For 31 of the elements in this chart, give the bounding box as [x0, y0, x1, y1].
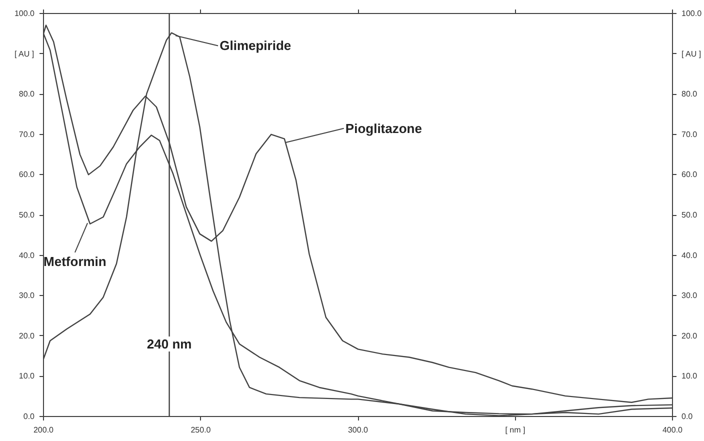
y2-tick-label: 100.0 — [682, 9, 702, 18]
y2-tick-label: 80.0 — [682, 90, 698, 99]
y-tick-label: 80.0 — [18, 90, 36, 99]
y2-tick-label: 40.0 — [682, 250, 698, 260]
y2-tick-label: 10.0 — [682, 372, 698, 381]
annotation: Metformin — [44, 254, 106, 269]
x-tick-label: [ nm ] — [505, 426, 526, 434]
y-tick-label: 50.0 — [18, 210, 36, 220]
y2-tick-label: 50.0 — [682, 210, 698, 220]
y-tick-label: 100.0 — [14, 9, 36, 18]
y2-tick-label: 20.0 — [682, 331, 698, 340]
ref-line-label: 240 nm — [146, 336, 192, 352]
y-tick-label: 20.0 — [18, 331, 36, 340]
x-tick-label: 400.0 — [662, 426, 684, 434]
annotation: Pioglitazone — [345, 120, 422, 136]
annotation: Glimepiride — [220, 38, 292, 54]
x-tick-label: 250.0 — [190, 426, 212, 434]
y-tick-label: 40.0 — [18, 250, 36, 260]
y2-tick-label: 0.0 — [682, 412, 694, 421]
y2-tick-label: [ AU ] — [682, 49, 702, 58]
x-tick-label: 300.0 — [348, 426, 369, 434]
y-tick-label: [ AU ] — [14, 49, 34, 58]
y2-tick-label: 70.0 — [682, 130, 698, 139]
y-tick-label: 60.0 — [18, 170, 36, 180]
y2-tick-label: 30.0 — [682, 291, 698, 300]
y-tick-label: 30.0 — [18, 291, 36, 300]
y-tick-label: 0.0 — [23, 412, 36, 421]
y2-tick-label: 60.0 — [682, 170, 698, 180]
x-tick-label: 200.0 — [33, 426, 54, 434]
y-tick-label: 70.0 — [18, 130, 36, 139]
y-tick-label: 10.0 — [18, 372, 36, 381]
